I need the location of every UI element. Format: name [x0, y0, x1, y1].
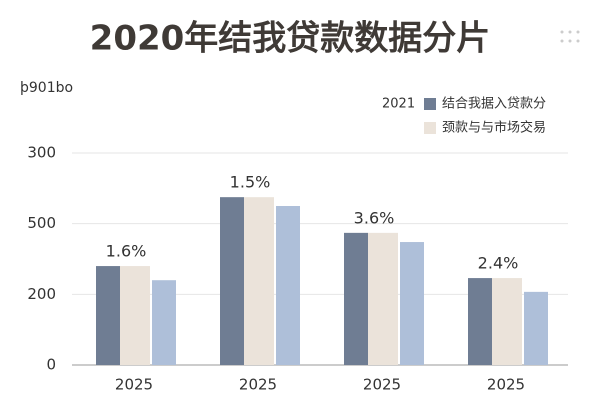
bar	[120, 266, 150, 365]
bar	[220, 197, 244, 365]
y-axis-label: þ901bo	[20, 80, 73, 96]
bar	[524, 291, 548, 365]
x-tick-label: 2025	[363, 376, 401, 394]
x-tick-label: 2025	[115, 376, 153, 394]
bar	[468, 278, 492, 365]
legend-label: 结合我据入贷款分	[442, 97, 546, 112]
bar	[152, 280, 176, 365]
annotation: 2.4%	[478, 254, 519, 273]
annotation: 1.5%	[230, 173, 271, 192]
bar	[244, 197, 274, 365]
chart-title: 2020年结我贷款数据分片	[90, 19, 491, 59]
legend-title: 2021	[382, 97, 415, 112]
bar	[276, 206, 300, 365]
y-tick-label: 500	[27, 214, 56, 232]
bar	[492, 278, 522, 365]
bar	[96, 266, 120, 365]
x-tick-label: 2025	[487, 376, 525, 394]
legend-swatch	[424, 98, 436, 110]
bar	[368, 232, 398, 365]
bar	[344, 232, 368, 365]
bar	[400, 242, 424, 365]
legend-swatch	[424, 122, 436, 134]
legend-label: 颈款与与市场交易	[442, 120, 546, 136]
y-tick-label: 200	[27, 285, 56, 303]
y-tick-label: 300	[27, 144, 56, 162]
x-tick-label: 2025	[239, 376, 277, 394]
menu-icon	[560, 30, 580, 43]
annotation: 3.6%	[354, 208, 395, 227]
annotation: 1.6%	[106, 242, 147, 261]
y-tick-label: 0	[46, 356, 56, 374]
